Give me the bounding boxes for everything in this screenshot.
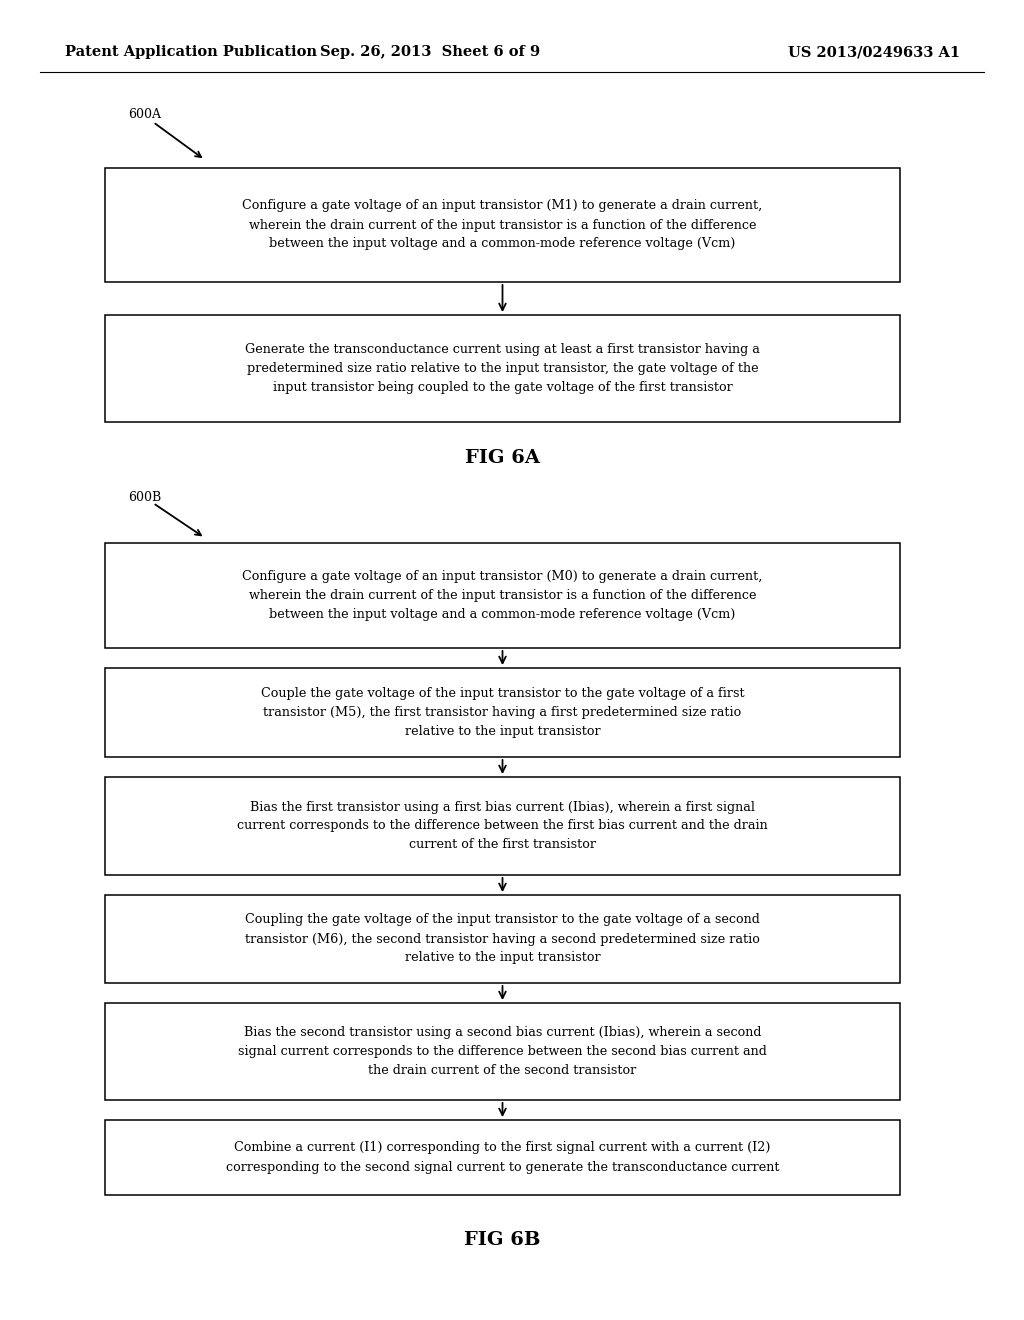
Text: FIG 6A: FIG 6A <box>465 449 540 467</box>
Text: Patent Application Publication: Patent Application Publication <box>65 45 317 59</box>
Text: Coupling the gate voltage of the input transistor to the gate voltage of a secon: Coupling the gate voltage of the input t… <box>245 913 760 965</box>
Text: FIG 6B: FIG 6B <box>464 1232 541 1249</box>
Bar <box>105 1119 900 1195</box>
Text: Sep. 26, 2013  Sheet 6 of 9: Sep. 26, 2013 Sheet 6 of 9 <box>319 45 540 59</box>
Text: Combine a current (I1) corresponding to the first signal current with a current : Combine a current (I1) corresponding to … <box>225 1142 779 1173</box>
Text: US 2013/0249633 A1: US 2013/0249633 A1 <box>787 45 961 59</box>
Text: 600A: 600A <box>128 108 161 121</box>
Text: Bias the second transistor using a second bias current (Ibias), wherein a second: Bias the second transistor using a secon… <box>238 1026 767 1077</box>
Bar <box>105 315 900 422</box>
Bar <box>105 543 900 648</box>
Bar <box>105 1003 900 1100</box>
Bar <box>105 777 900 875</box>
Bar <box>105 668 900 756</box>
Text: Generate the transconductance current using at least a first transistor having a: Generate the transconductance current us… <box>245 343 760 393</box>
Text: Couple the gate voltage of the input transistor to the gate voltage of a first
t: Couple the gate voltage of the input tra… <box>261 686 744 738</box>
Bar <box>105 895 900 983</box>
Text: Configure a gate voltage of an input transistor (M1) to generate a drain current: Configure a gate voltage of an input tra… <box>243 199 763 251</box>
Text: Bias the first transistor using a first bias current (Ibias), wherein a first si: Bias the first transistor using a first … <box>238 800 768 851</box>
Text: 600B: 600B <box>128 491 161 504</box>
Bar <box>105 168 900 282</box>
Text: Configure a gate voltage of an input transistor (M0) to generate a drain current: Configure a gate voltage of an input tra… <box>243 570 763 620</box>
